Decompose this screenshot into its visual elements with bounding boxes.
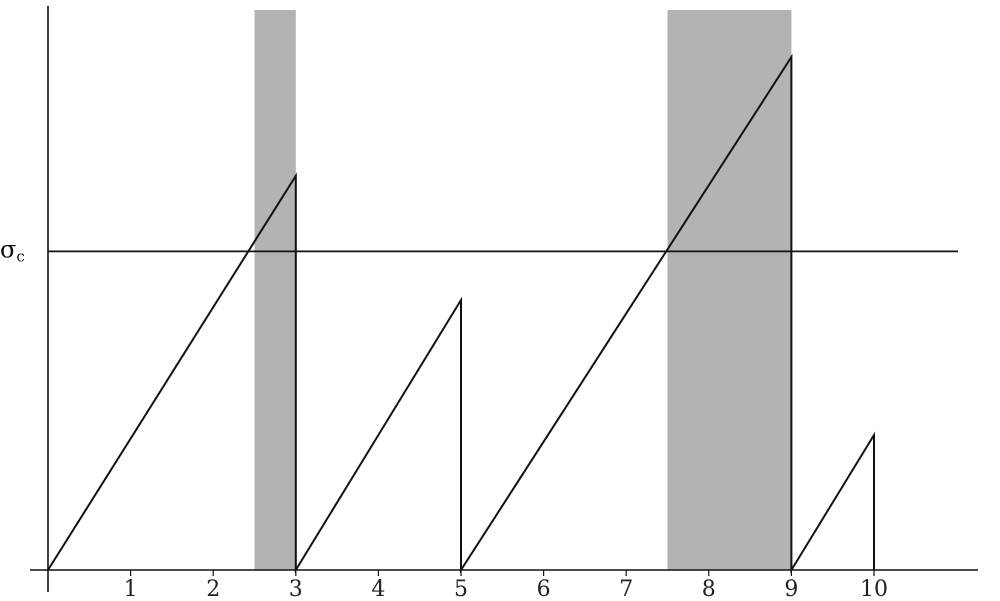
shaded-interval-2 — [667, 10, 792, 570]
x-tick-label-4: 4 — [371, 577, 385, 601]
x-tick-label-10: 10 — [860, 577, 888, 601]
x-tick-label-8: 8 — [702, 577, 716, 601]
sigma-c-label: σc — [0, 235, 25, 265]
axes — [30, 6, 978, 592]
sawtooth-series-line — [47, 53, 875, 574]
x-tick-label-1: 1 — [124, 577, 138, 601]
sigma-subscript: c — [16, 247, 24, 265]
shaded-regions — [254, 10, 792, 570]
x-tick-label-5: 5 — [454, 577, 468, 601]
x-tick-label-6: 6 — [537, 577, 551, 601]
x-tick-label-2: 2 — [206, 577, 220, 601]
shaded-interval-1 — [254, 10, 296, 570]
x-tick-label-9: 9 — [784, 577, 798, 601]
sigma-symbol: σ — [0, 235, 16, 263]
x-tick-label-3: 3 — [289, 577, 303, 601]
x-tick-label-7: 7 — [619, 577, 633, 601]
x-tick-labels: 1 2 3 4 5 6 7 8 9 10 — [124, 570, 888, 601]
